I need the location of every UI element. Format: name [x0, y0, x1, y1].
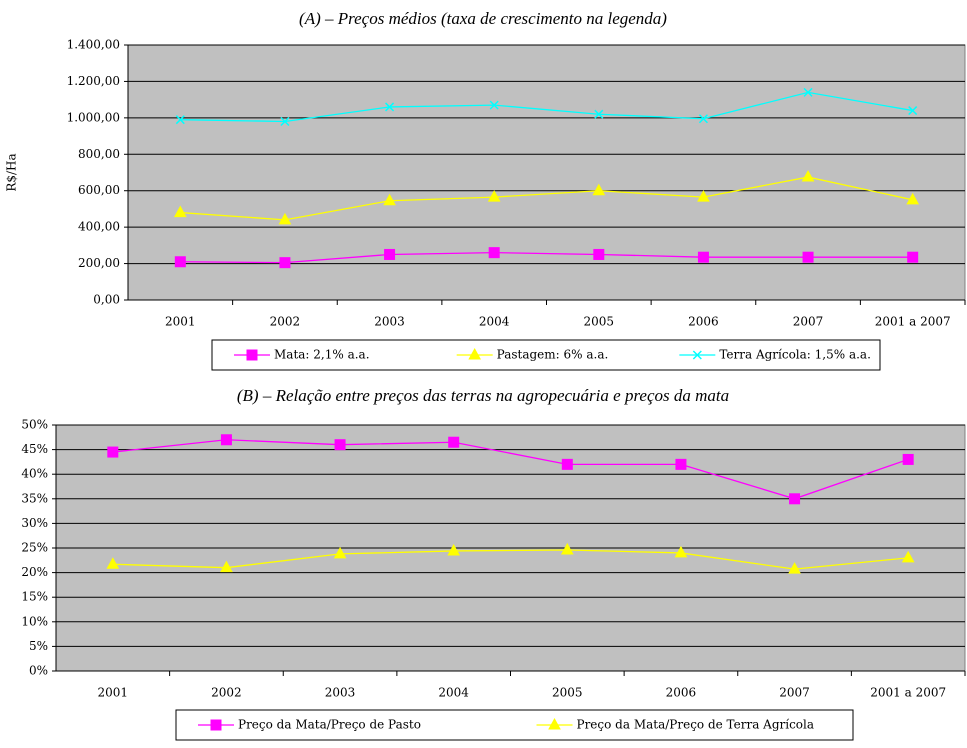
marker: [220, 560, 233, 573]
marker: [692, 350, 702, 360]
x-tick-label: 2004: [438, 686, 469, 700]
marker: [448, 436, 460, 448]
marker: [901, 550, 915, 563]
legend-label: Preço da Mata/Preço de Pasto: [238, 718, 421, 732]
marker: [561, 458, 573, 470]
x-tick-label: 2003: [325, 686, 356, 700]
y-tick-label: 600,00: [78, 183, 120, 197]
y-tick-label: 400,00: [78, 220, 120, 234]
marker: [175, 115, 185, 125]
series-line: [180, 91, 913, 123]
marker: [548, 717, 561, 730]
marker: [220, 434, 232, 446]
marker: [674, 545, 688, 558]
marker: [593, 248, 605, 260]
y-tick-label: 25%: [21, 541, 48, 555]
y-tick-label: 0,00: [93, 293, 120, 307]
marker: [907, 251, 919, 263]
legend-label: Mata: 2,1% a.a.: [274, 348, 370, 362]
marker: [447, 543, 461, 556]
marker: [803, 87, 813, 97]
y-tick-label: 200,00: [78, 256, 120, 270]
x-tick-label: 2001 a 2007: [875, 315, 951, 329]
y-tick-label: 45%: [21, 442, 48, 456]
series-line: [112, 549, 909, 570]
marker: [383, 193, 396, 206]
x-tick-label: 2002: [211, 686, 242, 700]
marker: [384, 248, 396, 260]
marker: [487, 190, 501, 202]
legend: [175, 709, 854, 741]
x-tick-label: 2007: [793, 315, 824, 329]
marker: [489, 100, 499, 110]
marker: [697, 251, 709, 263]
x-tick-label: 2005: [584, 315, 615, 329]
marker: [334, 439, 346, 451]
marker: [278, 212, 292, 225]
marker: [789, 493, 801, 505]
x-tick-label: 2006: [688, 315, 719, 329]
marker: [488, 247, 500, 259]
y-tick-label: 15%: [21, 590, 48, 604]
marker: [106, 557, 120, 569]
marker: [280, 116, 290, 127]
marker: [174, 256, 186, 268]
marker: [675, 458, 687, 470]
x-tick-label: 2007: [779, 686, 810, 700]
x-tick-label: 2001: [98, 686, 129, 700]
y-tick-label: 10%: [21, 614, 48, 628]
marker: [697, 190, 710, 202]
marker: [246, 349, 258, 361]
legend: [211, 339, 881, 371]
chart-title: (B) – Relação entre preços das terras na…: [237, 386, 729, 405]
marker: [560, 542, 574, 555]
y-tick-label: 1.000,00: [67, 110, 120, 124]
y-tick-label: 35%: [21, 491, 48, 505]
marker: [908, 106, 918, 116]
y-tick-label: 1.200,00: [67, 74, 120, 88]
y-tick-label: 20%: [21, 565, 48, 579]
y-tick-label: 30%: [21, 516, 48, 530]
legend-label: Terra Agrícola: 1,5% a.a.: [719, 348, 871, 362]
marker: [802, 251, 814, 263]
x-tick-label: 2004: [479, 315, 510, 329]
y-tick-label: 40%: [21, 467, 48, 481]
marker: [801, 170, 815, 182]
y-tick-label: 1.400,00: [67, 38, 120, 52]
marker: [594, 109, 604, 119]
chart-title: (A) – Preços médios (taxa de crescimento…: [299, 9, 667, 28]
legend-label: Pastagem: 6% a.a.: [497, 348, 609, 362]
marker: [210, 719, 222, 731]
marker: [902, 453, 914, 465]
x-tick-label: 2001 a 2007: [870, 686, 946, 700]
marker: [698, 114, 708, 124]
marker: [906, 192, 920, 205]
marker: [107, 446, 119, 458]
x-tick-label: 2005: [552, 686, 583, 700]
series-line: [180, 251, 913, 264]
marker: [385, 102, 395, 112]
y-tick-label: 800,00: [78, 147, 120, 161]
y-tick-label: 0%: [29, 664, 48, 678]
x-tick-label: 2003: [374, 315, 405, 329]
y-axis-label: R$/Ha: [5, 153, 19, 191]
marker: [173, 205, 187, 218]
y-tick-label: 50%: [21, 418, 48, 432]
y-tick-label: 5%: [29, 639, 48, 653]
marker: [333, 546, 347, 559]
legend-label: Preço da Mata/Preço de Terra Agrícola: [577, 718, 815, 732]
marker: [592, 183, 606, 196]
x-tick-label: 2006: [666, 686, 697, 700]
x-tick-label: 2001: [165, 315, 196, 329]
series-line: [180, 176, 913, 221]
x-tick-label: 2002: [270, 315, 301, 329]
marker: [468, 347, 482, 360]
marker: [279, 257, 291, 269]
marker: [788, 562, 801, 574]
series-line: [112, 439, 909, 500]
